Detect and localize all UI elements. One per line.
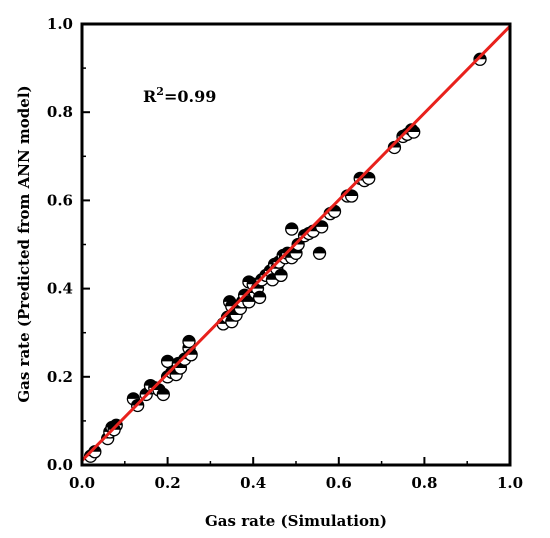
plot-frame: [80, 22, 512, 467]
data-point: [344, 189, 359, 203]
y-tick-label: 0.4: [47, 280, 73, 298]
data-point: [312, 246, 327, 260]
annotation-superscript: 2: [156, 85, 164, 98]
data-point: [291, 237, 305, 252]
data-point: [156, 387, 170, 402]
r-squared-annotation: R2=0.99: [143, 85, 216, 106]
data-point: [274, 268, 288, 283]
data-point: [160, 354, 175, 369]
y-axis-title: Gas rate (Predicted from ANN model): [15, 85, 33, 402]
y-tick-label: 1.0: [47, 15, 73, 33]
x-tick-label: 1.0: [497, 474, 523, 492]
y-tick-label: 0.2: [47, 368, 73, 386]
y-tick-labels: 0.0 0.2 0.4 0.6 0.8 1.0: [47, 15, 73, 474]
annotation-value: =0.99: [164, 87, 216, 106]
x-tick-label: 0.0: [69, 474, 95, 492]
x-tick-label: 0.8: [411, 474, 437, 492]
y-tick-label: 0.6: [47, 191, 73, 209]
x-tick-label: 0.2: [155, 474, 181, 492]
x-tick-label: 0.6: [326, 474, 352, 492]
x-tick-labels: 0.0 0.2 0.4 0.6 0.8 1.0: [69, 474, 523, 492]
x-tick-label: 0.4: [240, 474, 266, 492]
y-tick-label: 0.0: [47, 456, 73, 474]
y-tick-label: 0.8: [47, 103, 73, 121]
x-axis-title: Gas rate (Simulation): [205, 512, 387, 530]
annotation-base: R: [143, 87, 157, 106]
data-point: [362, 171, 376, 186]
data-point: [182, 334, 196, 349]
data-point: [252, 290, 267, 305]
scatter-points: [83, 52, 487, 463]
data-point: [285, 222, 299, 236]
regression-line: [80, 24, 512, 463]
